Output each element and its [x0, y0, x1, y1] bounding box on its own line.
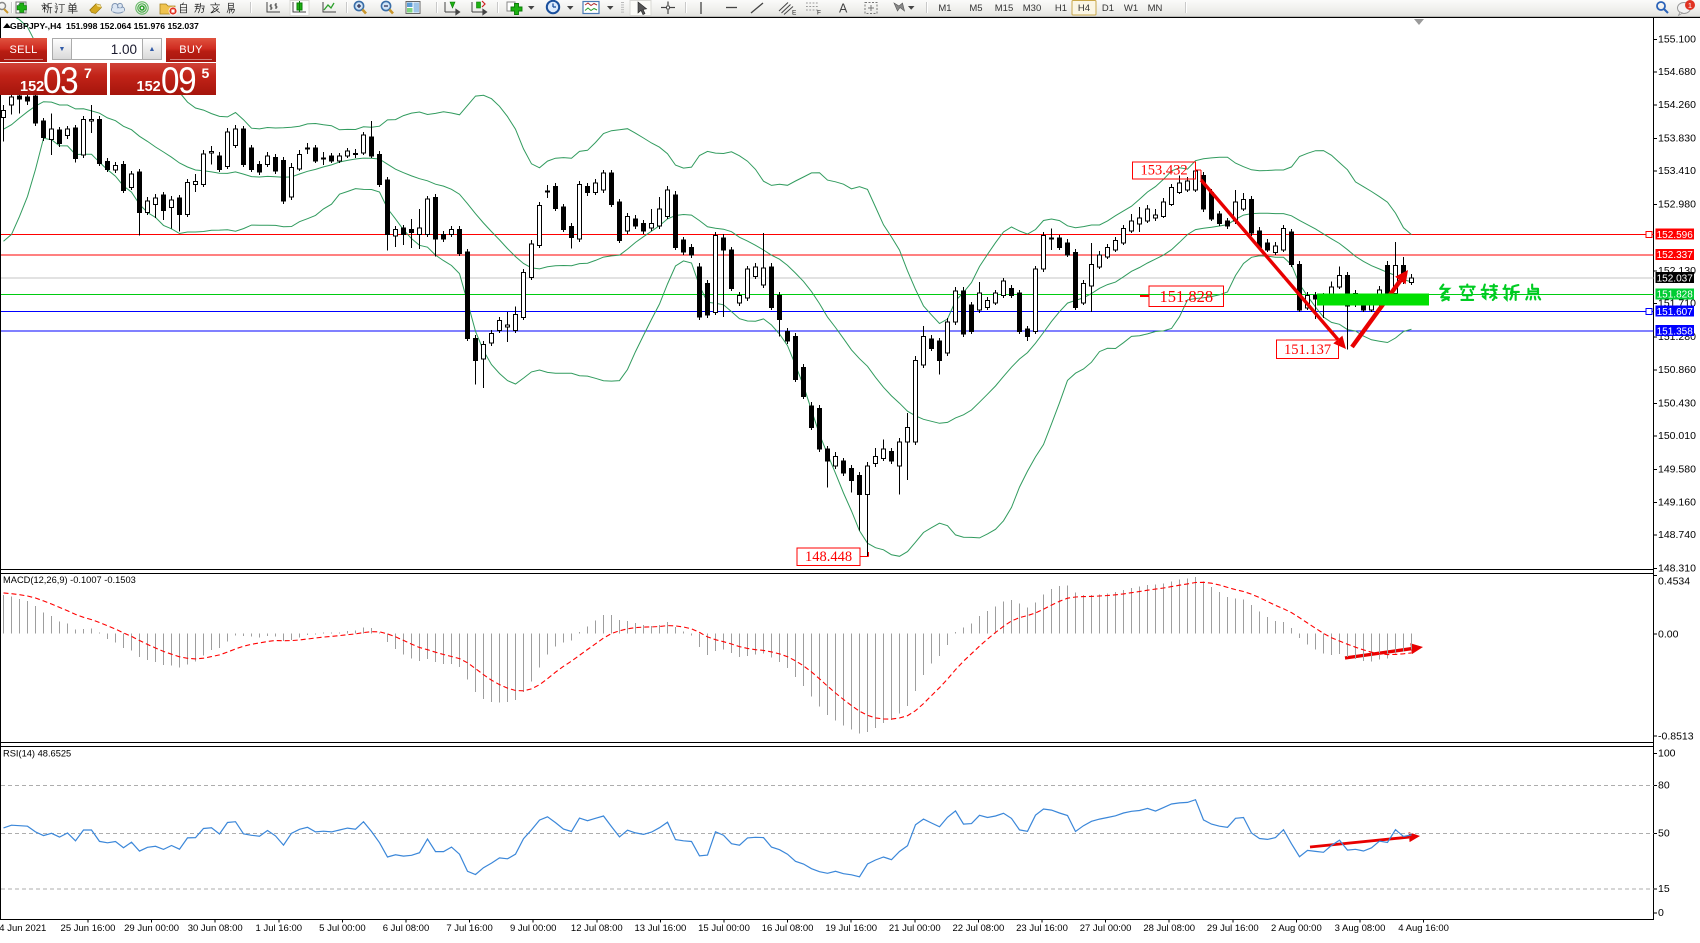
svg-text:152.037: 152.037	[1657, 273, 1694, 284]
svg-text:151.137: 151.137	[1284, 342, 1331, 358]
svg-text:152.596: 152.596	[1657, 230, 1694, 241]
svg-text:19 Jul 16:00: 19 Jul 16:00	[825, 923, 877, 934]
svg-text:150.860: 150.860	[1658, 364, 1696, 376]
svg-text:A: A	[839, 2, 848, 16]
svg-text:M30: M30	[1023, 3, 1041, 14]
svg-text:MACD(12,26,9) -0.1007 -0.1503: MACD(12,26,9) -0.1007 -0.1503	[3, 575, 136, 585]
svg-text:M15: M15	[995, 3, 1013, 14]
svg-text:15: 15	[1658, 883, 1670, 895]
svg-text:9 Jul 00:00: 9 Jul 00:00	[510, 923, 556, 934]
svg-text:24 Jun 2021: 24 Jun 2021	[0, 923, 46, 934]
svg-text:151.358: 151.358	[1657, 326, 1694, 337]
svg-text:151.828: 151.828	[1159, 287, 1213, 306]
svg-text:153.410: 153.410	[1658, 165, 1696, 177]
svg-text:28 Jul 08:00: 28 Jul 08:00	[1143, 923, 1195, 934]
svg-text:153.830: 153.830	[1658, 132, 1696, 144]
svg-text:E: E	[792, 10, 797, 17]
svg-text:3 Aug 08:00: 3 Aug 08:00	[1335, 923, 1386, 934]
svg-text:152.980: 152.980	[1658, 199, 1696, 211]
svg-text:5 Jul 00:00: 5 Jul 00:00	[319, 923, 365, 934]
svg-text:155.100: 155.100	[1658, 34, 1696, 46]
svg-text:80: 80	[1658, 779, 1670, 791]
svg-text:2 Aug 00:00: 2 Aug 00:00	[1271, 923, 1322, 934]
svg-text:M5: M5	[969, 3, 982, 14]
svg-text:29 Jun 00:00: 29 Jun 00:00	[124, 923, 179, 934]
svg-text:150.010: 150.010	[1658, 430, 1696, 442]
svg-text:MN: MN	[1148, 3, 1163, 14]
svg-text:H4: H4	[1078, 3, 1090, 14]
svg-text:H1: H1	[1055, 3, 1067, 14]
svg-text:25 Jun 16:00: 25 Jun 16:00	[61, 923, 116, 934]
svg-text:149.160: 149.160	[1658, 496, 1696, 508]
svg-text:151.607: 151.607	[1657, 307, 1694, 318]
svg-text:M1: M1	[938, 3, 951, 14]
svg-text:W1: W1	[1124, 3, 1138, 14]
svg-text:100: 100	[1658, 748, 1676, 760]
svg-text:-0.8513: -0.8513	[1658, 731, 1694, 743]
svg-text:21 Jul 00:00: 21 Jul 00:00	[889, 923, 941, 934]
svg-text:15 Jul 00:00: 15 Jul 00:00	[698, 923, 750, 934]
svg-text:148.740: 148.740	[1658, 529, 1696, 541]
svg-text:30 Jun 08:00: 30 Jun 08:00	[188, 923, 243, 934]
svg-text:13 Jul 16:00: 13 Jul 16:00	[635, 923, 687, 934]
svg-text:6 Jul 08:00: 6 Jul 08:00	[383, 923, 429, 934]
svg-text:27 Jul 00:00: 27 Jul 00:00	[1080, 923, 1132, 934]
svg-text:148.310: 148.310	[1658, 563, 1696, 575]
svg-text:22 Jul 08:00: 22 Jul 08:00	[953, 923, 1005, 934]
svg-text:0.4534: 0.4534	[1658, 576, 1690, 588]
svg-text:12 Jul 08:00: 12 Jul 08:00	[571, 923, 623, 934]
svg-text:1: 1	[1688, 1, 1692, 10]
svg-text:F: F	[817, 10, 821, 17]
svg-text:16 Jul 08:00: 16 Jul 08:00	[762, 923, 814, 934]
svg-text:152.337: 152.337	[1657, 250, 1694, 261]
svg-text:23 Jul 16:00: 23 Jul 16:00	[1016, 923, 1068, 934]
svg-text:1 Jul 16:00: 1 Jul 16:00	[256, 923, 302, 934]
svg-text:RSI(14) 48.6525: RSI(14) 48.6525	[3, 749, 71, 759]
svg-text:7 Jul 16:00: 7 Jul 16:00	[446, 923, 492, 934]
svg-text:150.430: 150.430	[1658, 397, 1696, 409]
svg-text:4 Aug 16:00: 4 Aug 16:00	[1398, 923, 1449, 934]
svg-text:154.260: 154.260	[1658, 99, 1696, 111]
svg-text:151.828: 151.828	[1657, 290, 1694, 301]
svg-text:0: 0	[1658, 907, 1664, 919]
svg-text:149.580: 149.580	[1658, 464, 1696, 476]
svg-text:154.680: 154.680	[1658, 66, 1696, 78]
svg-text:29 Jul 16:00: 29 Jul 16:00	[1207, 923, 1259, 934]
svg-text:D1: D1	[1102, 3, 1114, 14]
svg-text:148.448: 148.448	[805, 549, 852, 565]
svg-text:50: 50	[1658, 827, 1670, 839]
svg-text:153.432: 153.432	[1140, 163, 1187, 179]
svg-text:0.00: 0.00	[1658, 629, 1679, 641]
